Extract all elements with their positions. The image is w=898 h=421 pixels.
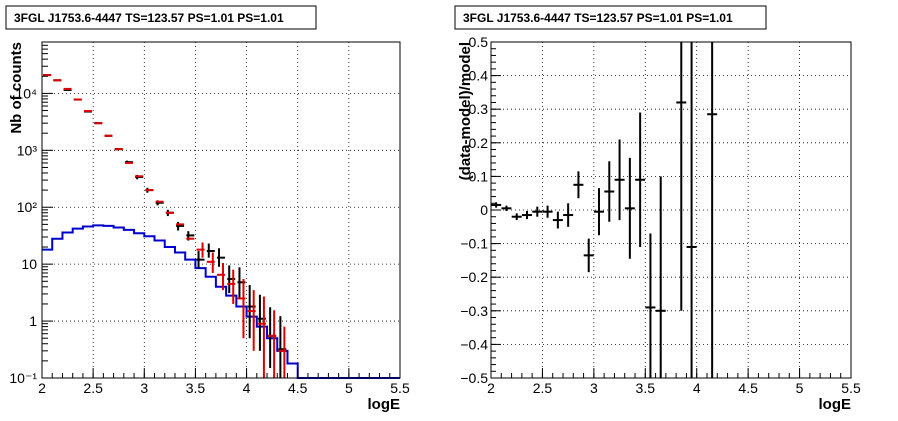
right-x-tick-label: 4 (693, 380, 701, 396)
right-y-tick-label: 0.3 (469, 101, 489, 117)
right-y-tick-label: 0.4 (469, 68, 489, 84)
right-title: 3FGL J1753.6-4447 TS=123.57 PS=1.01 PS=1… (463, 11, 733, 25)
right-y-tick-label: −0.2 (460, 269, 488, 285)
right-x-tick-label: 2 (487, 380, 495, 396)
left-x-tick-label: 2.5 (83, 380, 103, 396)
right-x-axis-title: logE (819, 396, 852, 413)
right-x-tick-label: 5.5 (841, 380, 861, 396)
left-x-tick-label: 3 (140, 380, 148, 396)
left-frame (41, 41, 401, 379)
left-x-tick-label: 5 (345, 380, 353, 396)
right-x-tick-label: 5 (796, 380, 804, 396)
left-panel: 3FGL J1753.6-4447 TS=123.57 PS=1.01 PS=1… (5, 5, 410, 413)
left-x-tick-label: 5.5 (390, 380, 410, 396)
right-y-tick-label: −0.5 (460, 370, 488, 386)
right-ticks: 2 2.5 3 3.5 4 4.5 5 5.5 −0.5 −0.4 −0.3 −0.2 −0.1 0 0.1… (460, 34, 861, 396)
right-grid (491, 42, 851, 378)
left-title: 3FGL J1753.6-4447 TS=123.57 PS=1.01 PS=1… (14, 11, 284, 25)
right-y-axis-title: (data-model)/model (457, 42, 474, 180)
right-title-box (454, 5, 767, 30)
right-y-tick-label: 0 (480, 202, 488, 218)
right-y-tick-label: −0.3 (460, 303, 488, 319)
left-grid (42, 42, 400, 378)
right-x-tick-label: 4.5 (738, 380, 758, 396)
left-ticks: 2 2.5 3 3.5 4 4.5 5 5.5 10⁻¹ 1 10 10² 10³ 10⁴ (9, 41, 410, 396)
right-y-tick-label: 0.5 (469, 34, 489, 50)
right-y-tick-label: 0.2 (469, 135, 489, 151)
left-y-axis-title: Nb of counts (8, 42, 25, 134)
left-y-tick-label: 10² (17, 199, 38, 215)
left-y-tick-label: 1 (29, 313, 37, 329)
right-panel: 3FGL J1753.6-4447 TS=123.57 PS=1.01 PS=1… (454, 5, 861, 413)
left-x-tick-label: 2 (38, 380, 46, 396)
right-y-tick-label: −0.1 (460, 236, 488, 252)
right-y-tick-label: 0.1 (469, 168, 489, 184)
left-x-axis-title: logE (368, 396, 401, 413)
left-title-box (5, 5, 317, 30)
left-x-tick-label: 3.5 (186, 380, 206, 396)
left-source-model-step-line (42, 224, 400, 379)
right-y-tick-label: −0.4 (460, 336, 488, 352)
left-x-tick-label: 4.5 (288, 380, 308, 396)
left-plot-area (42, 74, 400, 379)
left-y-tick-label: 10⁴ (15, 85, 37, 101)
right-x-tick-label: 2.5 (533, 380, 553, 396)
left-y-tick-label: 10 (21, 256, 37, 272)
right-plot-area (491, 42, 718, 378)
left-y-tick-label: 10³ (17, 142, 38, 158)
right-x-tick-label: 3.5 (636, 380, 656, 396)
left-y-tick-label: 10⁻¹ (9, 370, 37, 386)
right-x-tick-label: 3 (590, 380, 598, 396)
left-x-tick-label: 4 (243, 380, 251, 396)
